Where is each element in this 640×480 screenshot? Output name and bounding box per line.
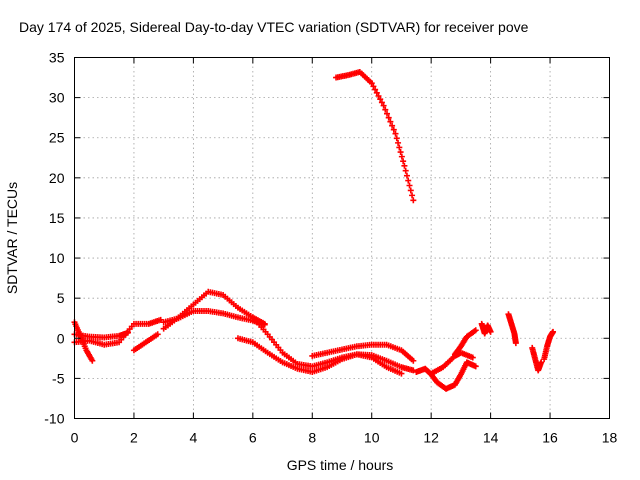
data-point (405, 177, 412, 184)
track-2 (71, 316, 164, 348)
data-point (125, 329, 131, 336)
grid-lines (74, 57, 610, 419)
plot-frame (74, 57, 610, 419)
y-tick-label: 35 (49, 50, 65, 66)
data-point (397, 149, 404, 156)
track-15 (505, 311, 519, 347)
data-point (403, 172, 410, 179)
data-point (550, 328, 557, 335)
data-point (384, 110, 391, 117)
data-point (410, 357, 417, 364)
track-3 (71, 329, 131, 341)
data-point (377, 96, 384, 103)
data-point (154, 331, 161, 338)
data-point (469, 354, 476, 361)
data-point (380, 102, 387, 109)
x-tick-label: 10 (364, 430, 380, 446)
track-9 (309, 341, 417, 364)
track-16 (529, 344, 545, 374)
data-point (373, 89, 380, 96)
y-tick-label: -10 (44, 411, 64, 427)
data-point (398, 153, 405, 160)
track-4 (130, 331, 161, 354)
data-point (395, 139, 402, 146)
x-tick-label: 4 (189, 430, 197, 446)
data-point (89, 357, 96, 364)
x-tick-label: 2 (130, 430, 138, 446)
y-tick-label: 0 (57, 330, 65, 346)
x-tick-label: 14 (483, 430, 499, 446)
track-7 (234, 335, 405, 377)
data-markers (71, 68, 557, 392)
x-tick-label: 16 (542, 430, 558, 446)
x-tick-label: 0 (71, 430, 79, 446)
data-point (472, 327, 479, 334)
track-14 (478, 320, 494, 337)
data-point (401, 162, 408, 169)
x-tick-label: 12 (423, 430, 439, 446)
data-point (538, 359, 545, 366)
data-point (389, 122, 396, 129)
data-point (372, 86, 379, 93)
data-point (512, 340, 519, 347)
y-tick-label: 20 (49, 170, 65, 186)
y-tick-label: 25 (49, 130, 65, 146)
data-point (406, 182, 413, 189)
y-tick-label: 5 (57, 290, 65, 306)
data-point (409, 192, 416, 199)
x-tick-label: 6 (249, 430, 257, 446)
data-point (410, 197, 417, 204)
track-5 (160, 288, 268, 332)
data-point (393, 135, 400, 142)
x-tick-label: 18 (602, 430, 618, 446)
y-tick-label: 10 (49, 250, 65, 266)
chart-title: Day 174 of 2025, Sidereal Day-to-day VTE… (19, 19, 529, 35)
y-tick-label: 15 (49, 210, 65, 226)
track-10 (333, 68, 417, 204)
data-point (387, 118, 394, 125)
data-point (261, 321, 268, 328)
data-point (370, 83, 377, 90)
data-point (382, 106, 389, 113)
track-17 (541, 328, 557, 363)
data-point (487, 328, 494, 335)
track-13 (451, 327, 479, 358)
track-11 (413, 359, 479, 392)
track-8 (249, 314, 417, 374)
data-point (396, 144, 403, 151)
data-point (392, 130, 399, 137)
data-point (390, 126, 397, 133)
data-point (378, 99, 385, 106)
data-point (385, 114, 392, 121)
data-point (402, 167, 409, 174)
y-axis-label: SDTVAR / TECUs (4, 182, 20, 294)
x-tick-label: 8 (308, 430, 316, 446)
data-point (375, 93, 382, 100)
axes: 0 2 4 6 8 10 12 14 16 18 -10 -5 0 5 10 15 20 25 30 35 (44, 50, 617, 446)
data-point (398, 370, 405, 377)
data-point (368, 80, 375, 87)
data-point (400, 158, 407, 165)
x-axis-label: GPS time / hours (287, 457, 394, 473)
data-point (472, 363, 479, 370)
y-tick-label: 30 (49, 90, 65, 106)
data-point (407, 187, 414, 194)
y-tick-label: -5 (52, 370, 65, 386)
